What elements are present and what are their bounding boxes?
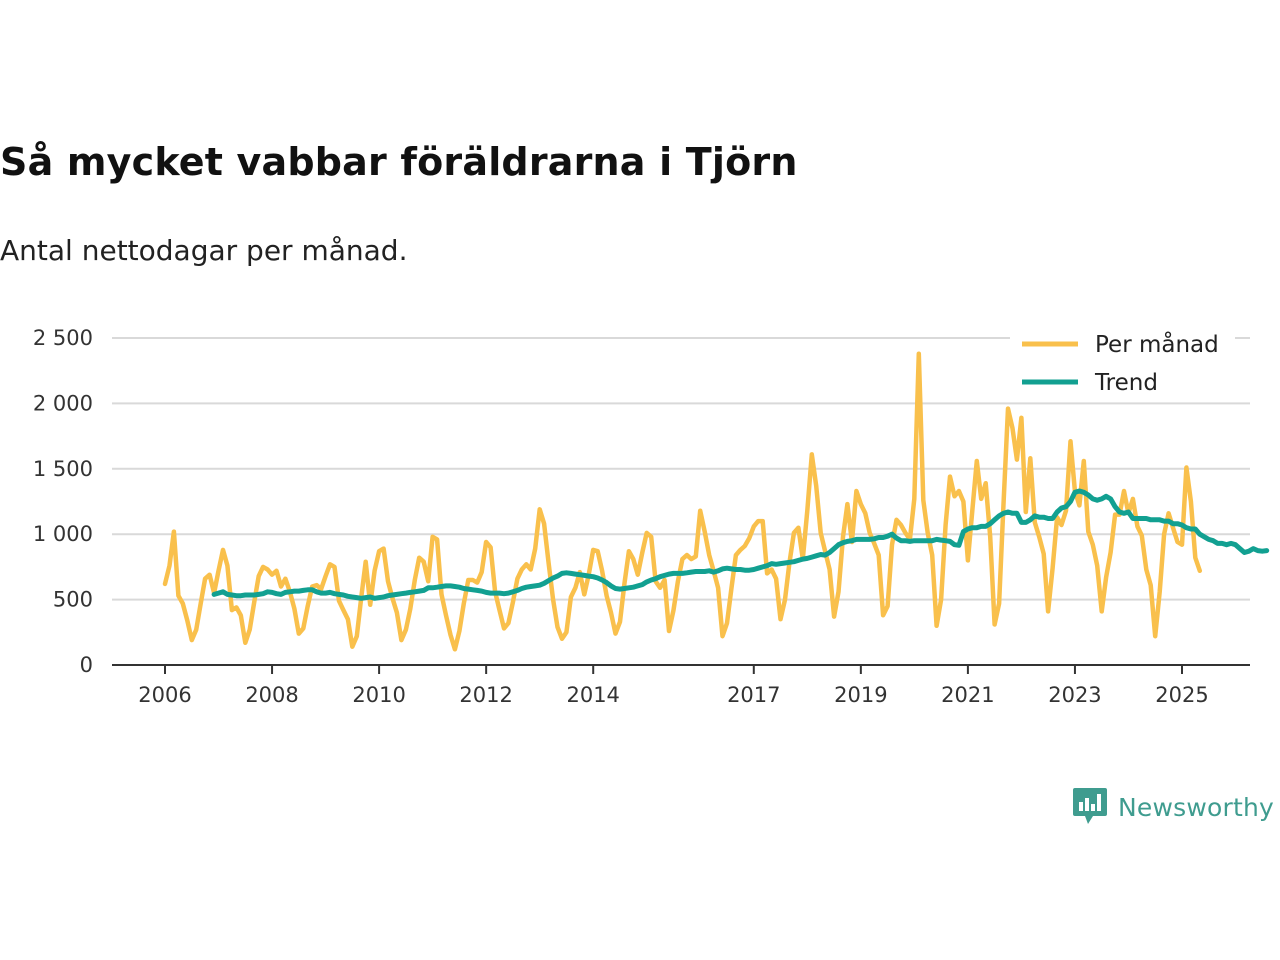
y-tick-label: 2 000 xyxy=(33,391,93,415)
newsworthy-logo: Newsworthy xyxy=(1072,786,1274,828)
y-tick-label: 0 xyxy=(80,653,93,677)
x-tick-label: 2021 xyxy=(941,683,994,707)
y-tick-label: 500 xyxy=(53,588,93,612)
newsworthy-logo-icon xyxy=(1073,788,1107,824)
x-tick-label: 2019 xyxy=(834,683,887,707)
x-tick-label: 2010 xyxy=(352,683,405,707)
chart-subtitle: Antal nettodagar per månad. xyxy=(0,234,408,267)
series-lines xyxy=(162,351,1270,652)
y-tick-label: 1 500 xyxy=(33,457,93,481)
x-tick-label: 2008 xyxy=(245,683,298,707)
line-chart: 0 500 1 000 1 500 2 000 2 500 2006 2008 2010 201… xyxy=(33,326,1270,707)
y-tick-label: 2 500 xyxy=(33,326,93,350)
x-tick-label: 2012 xyxy=(459,683,512,707)
y-tick-label: 1 000 xyxy=(33,522,93,546)
x-tick-label: 2017 xyxy=(727,683,780,707)
chart-title: Så mycket vabbar föräldrarna i Tjörn xyxy=(0,140,798,184)
series-line-trend xyxy=(211,488,1270,601)
x-tick-label: 2023 xyxy=(1048,683,1101,707)
x-tick-label: 2006 xyxy=(138,683,191,707)
legend-label-trend: Trend xyxy=(1094,370,1158,396)
legend-label-per-month: Per månad xyxy=(1095,330,1219,358)
series-line-per-month xyxy=(162,351,1203,652)
grid-lines xyxy=(112,337,1250,666)
y-axis-ticks: 0 500 1 000 1 500 2 000 2 500 xyxy=(33,326,93,677)
legend-background xyxy=(1010,328,1235,400)
x-tick-label: 2014 xyxy=(566,683,619,707)
brand-name: Newsworthy xyxy=(1118,792,1275,822)
x-tick-label: 2025 xyxy=(1155,683,1208,707)
legend: Per månad Trend xyxy=(1010,328,1235,400)
x-axis-ticks: 2006 2008 2010 2012 2014 2017 2019 2021 2023 2025 xyxy=(138,665,1209,707)
